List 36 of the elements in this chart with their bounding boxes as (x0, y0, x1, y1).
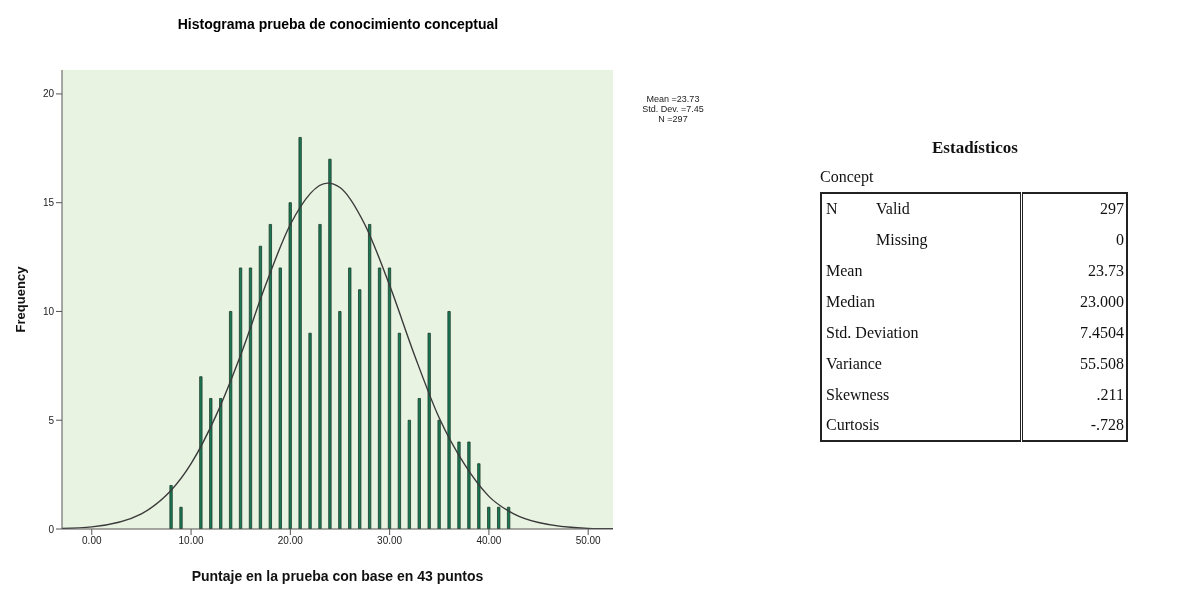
text: 55.508 (1080, 354, 1124, 372)
text: N (826, 200, 839, 218)
y-tick-label: 5 (48, 414, 55, 426)
text: .211 (1096, 385, 1124, 403)
category-label: Valid (876, 200, 910, 217)
category-label: Curtosis (826, 416, 880, 433)
text: 0 (1116, 230, 1124, 248)
text: N =297 (657, 114, 689, 124)
text: Mean =23.73 (645, 94, 701, 104)
category-label: Variance (826, 354, 882, 372)
text: 23.73 (1088, 261, 1124, 279)
x-tick-label: 50.00 (575, 535, 602, 547)
category-label: Std. Deviation (826, 323, 919, 341)
category-label: Mean (826, 261, 863, 279)
text: -.728 (1090, 416, 1124, 433)
y-tick-label: 20 (42, 88, 55, 100)
y-tick-label: 10 (42, 306, 55, 318)
category-label: Skewness (826, 385, 890, 403)
text: Std. Dev. =7.45 (641, 104, 705, 114)
text: Concept (820, 168, 875, 186)
y-axis-title: Frequency (12, 265, 28, 333)
text: 23.000 (1080, 292, 1124, 310)
x-axis-title: Puntaje en la prueba con base en 43 puntos (191, 568, 484, 584)
x-tick-label: 20.00 (277, 535, 304, 547)
category-label: Missing (876, 230, 928, 248)
chart-title: Histograma prueba de conocimiento conceptual (176, 16, 500, 32)
x-tick-label: 10.00 (178, 535, 205, 547)
x-tick-label: 0.00 (82, 535, 102, 547)
text: 7.4504 (1080, 323, 1124, 341)
y-tick-label: 15 (42, 197, 55, 209)
y-tick-label: 0 (48, 523, 55, 535)
category-label: Median (826, 292, 875, 310)
x-tick-label: 30.00 (377, 535, 403, 547)
text: 297 (1100, 200, 1124, 217)
text: Estadísticos (931, 138, 1019, 158)
x-tick-label: 40.00 (476, 535, 502, 547)
